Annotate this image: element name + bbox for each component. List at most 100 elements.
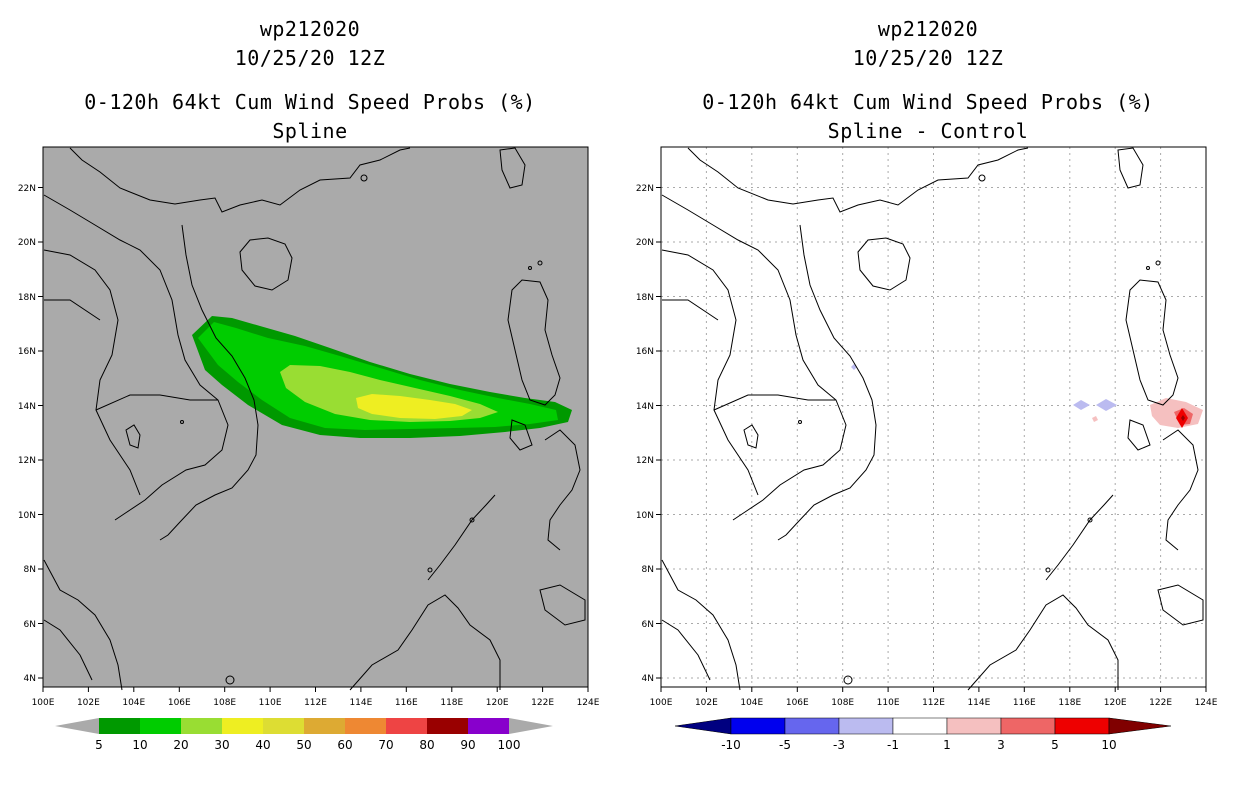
right-title: 0-120h 64kt Cum Wind Speed Probs (%) <box>702 90 1154 114</box>
lat-label: 18N <box>18 293 36 303</box>
colorbar-swatch <box>263 718 304 734</box>
left-colorbar: 5 10 20 30 40 50 60 70 80 90 100 <box>55 718 553 752</box>
colorbar-swatch <box>222 718 263 734</box>
left-lat-ticks <box>38 187 43 679</box>
lat-label: 14N <box>18 402 36 412</box>
lon-label: 112E <box>304 698 327 708</box>
lon-label: 110E <box>877 698 900 708</box>
colorbar-label: 80 <box>419 738 434 752</box>
colorbar-label: -10 <box>721 738 741 752</box>
lat-label: 20N <box>18 238 36 248</box>
colorbar-swatch <box>1054 717 1110 735</box>
colorbar-swatch <box>730 717 786 735</box>
lat-label: 16N <box>18 347 36 357</box>
colorbar-swatch <box>345 718 386 734</box>
diff-positive-blob <box>1181 415 1185 421</box>
lon-label: 104E <box>122 698 145 708</box>
colorbar-label: 20 <box>173 738 188 752</box>
colorbar-swatch <box>140 718 181 734</box>
right-datetime: 10/25/20 12Z <box>852 46 1004 70</box>
prob-contour-30 <box>356 394 472 419</box>
colorbar-swatch <box>181 718 222 734</box>
colorbar-arrow-right <box>509 718 553 734</box>
lon-label: 106E <box>168 698 191 708</box>
lon-label: 120E <box>1104 698 1127 708</box>
left-title: 0-120h 64kt Cum Wind Speed Probs (%) <box>84 90 536 114</box>
colorbar-label: 5 <box>95 738 103 752</box>
lon-label: 118E <box>440 698 463 708</box>
colorbar-label: 50 <box>296 738 311 752</box>
lon-label: 118E <box>1058 698 1081 708</box>
colorbar-swatch <box>838 717 894 735</box>
lat-label: 20N <box>636 238 654 248</box>
left-datetime: 10/25/20 12Z <box>234 46 386 70</box>
left-probability-field <box>192 316 572 438</box>
lat-label: 12N <box>18 456 36 466</box>
lat-label: 8N <box>24 565 36 575</box>
right-difference-field <box>851 364 1203 428</box>
colorbar-label: 10 <box>132 738 147 752</box>
right-colorbar: -10 -5 -3 -1 1 3 5 10 <box>675 717 1172 752</box>
lon-label: 122E <box>531 698 554 708</box>
diff-positive-blob <box>1092 416 1098 422</box>
lon-label: 120E <box>486 698 509 708</box>
lon-label: 124E <box>1195 698 1218 708</box>
lat-label: 22N <box>18 184 36 194</box>
colorbar-label: 70 <box>378 738 393 752</box>
lat-label: 14N <box>636 402 654 412</box>
colorbar-arrow-right <box>1108 717 1172 735</box>
right-subtitle: Spline - Control <box>827 119 1029 143</box>
lon-label: 104E <box>740 698 763 708</box>
right-map: 100E 102E 104E 106E 108E 110E 112E 114E … <box>636 146 1218 708</box>
left-lon-ticks <box>42 687 589 692</box>
colorbar-swatch <box>304 718 345 734</box>
colorbar-label: 1 <box>943 738 951 752</box>
lon-label: 124E <box>577 698 600 708</box>
lon-label: 102E <box>695 698 718 708</box>
colorbar-label: 30 <box>214 738 229 752</box>
colorbar-label: 100 <box>498 738 521 752</box>
colorbar-arrow-left <box>675 717 732 735</box>
lon-label: 108E <box>831 698 854 708</box>
colorbar-label: 10 <box>1101 738 1116 752</box>
lat-label: 18N <box>636 293 654 303</box>
lon-label: 112E <box>922 698 945 708</box>
colorbar-swatch <box>784 717 840 735</box>
lat-label: 6N <box>24 620 36 630</box>
diff-negative-blob <box>1096 399 1117 411</box>
lat-label: 10N <box>636 511 654 521</box>
colorbar-arrow-left <box>55 718 99 734</box>
left-subtitle: Spline <box>272 119 348 143</box>
lon-label: 122E <box>1149 698 1172 708</box>
lon-label: 110E <box>259 698 282 708</box>
colorbar-swatch <box>892 717 948 735</box>
lon-label: 100E <box>650 698 673 708</box>
colorbar-swatch <box>427 718 468 734</box>
lat-label: 8N <box>642 565 654 575</box>
colorbar-label: -5 <box>779 738 791 752</box>
colorbar-label: -1 <box>887 738 899 752</box>
lat-label: 6N <box>642 620 654 630</box>
colorbar-swatch <box>386 718 427 734</box>
diff-negative-blob <box>1073 400 1090 410</box>
left-storm-id: wp212020 <box>259 17 361 41</box>
lon-label: 114E <box>349 698 372 708</box>
lat-label: 16N <box>636 347 654 357</box>
colorbar-swatch <box>946 717 1002 735</box>
lat-label: 10N <box>18 511 36 521</box>
colorbar-label: -3 <box>833 738 845 752</box>
left-map: 100E 102E 104E 106E 108E 110E 112E 114E … <box>18 146 600 708</box>
lon-label: 100E <box>32 698 55 708</box>
colorbar-swatch <box>1000 717 1056 735</box>
lon-label: 106E <box>786 698 809 708</box>
lon-label: 116E <box>395 698 418 708</box>
lat-label: 12N <box>636 456 654 466</box>
right-grid <box>661 147 1206 687</box>
lat-label: 22N <box>636 184 654 194</box>
colorbar-label: 40 <box>255 738 270 752</box>
colorbar-label: 3 <box>997 738 1005 752</box>
colorbar-label: 90 <box>460 738 475 752</box>
colorbar-swatch <box>468 718 509 734</box>
lon-label: 108E <box>213 698 236 708</box>
lat-label: 4N <box>24 674 36 684</box>
